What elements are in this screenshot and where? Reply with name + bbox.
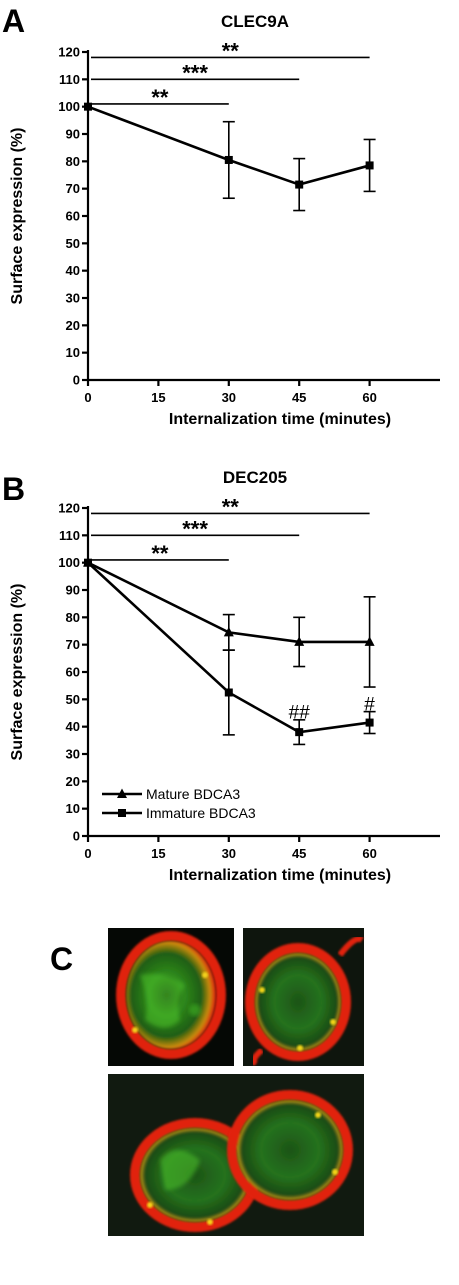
panel-letter-a: A — [2, 3, 25, 39]
y-tick-label: 30 — [66, 747, 80, 762]
y-tick-label: 60 — [66, 209, 80, 224]
x-tick-label: 30 — [222, 846, 236, 861]
x-axis-label: Internalization time (minutes) — [169, 411, 391, 428]
annotation-label: ## — [289, 702, 311, 723]
panel-letter-b: B — [2, 471, 25, 507]
series-line — [87, 105, 370, 186]
y-tick-label: 60 — [66, 665, 80, 680]
y-tick-label: 0 — [73, 373, 80, 388]
y-axis-label: Surface expression (%) — [9, 128, 26, 305]
x-tick-label: 15 — [151, 390, 165, 405]
data-point — [364, 636, 375, 646]
y-tick-label: 80 — [66, 610, 80, 625]
y-tick-label: 50 — [66, 692, 80, 707]
y-tick-label: 20 — [66, 774, 80, 789]
y-tick-label: 90 — [66, 127, 80, 142]
y-tick-label: 120 — [58, 501, 80, 516]
y-tick-label: 30 — [66, 291, 80, 306]
x-tick-label: 45 — [292, 846, 306, 861]
y-tick-label: 120 — [58, 45, 80, 60]
y-tick-label: 10 — [66, 345, 80, 360]
x-tick-label: 60 — [362, 846, 376, 861]
y-tick-label: 80 — [66, 154, 80, 169]
annotation-label: # — [364, 694, 375, 715]
data-point — [365, 161, 374, 170]
data-point — [224, 688, 233, 697]
y-tick-label: 100 — [58, 99, 80, 114]
data-point — [294, 636, 305, 646]
y-tick-label: 10 — [66, 801, 80, 816]
micrograph-top-left — [108, 928, 234, 1066]
y-tick-label: 70 — [66, 181, 80, 196]
significance-label: *** — [182, 516, 208, 541]
data-point — [84, 558, 92, 567]
micrograph-top-right — [243, 928, 364, 1067]
significance-label: ** — [222, 494, 240, 519]
significance-label: ** — [151, 85, 169, 110]
y-tick-label: 70 — [66, 637, 80, 652]
data-point — [224, 155, 233, 164]
y-axis-label: Surface expression (%) — [9, 584, 26, 761]
series-line — [87, 561, 370, 734]
x-axis-label: Internalization time (minutes) — [169, 867, 391, 884]
legend-label: Immature BDCA3 — [146, 805, 256, 821]
panel-letter-c: C — [50, 941, 73, 977]
data-point — [365, 718, 374, 727]
y-tick-label: 40 — [66, 719, 80, 734]
chart-title: DEC205 — [223, 468, 287, 487]
significance-label: *** — [182, 60, 208, 85]
x-tick-label: 60 — [362, 390, 376, 405]
legend-marker — [118, 809, 126, 817]
y-tick-label: 50 — [66, 236, 80, 251]
data-point — [84, 102, 92, 111]
significance-label: ** — [222, 38, 240, 63]
legend-marker — [117, 788, 127, 798]
x-tick-label: 0 — [84, 846, 91, 861]
y-tick-label: 0 — [73, 829, 80, 844]
data-point — [295, 728, 304, 737]
series-line — [87, 561, 370, 644]
x-tick-label: 45 — [292, 390, 306, 405]
y-tick-label: 20 — [66, 318, 80, 333]
chart-dec205: DEC205 0 10 20 30 40 50 60 70 80 90 100 110 120 0 15 30 4… — [9, 468, 440, 884]
x-tick-label: 0 — [84, 390, 91, 405]
y-tick-label: 110 — [59, 72, 80, 87]
y-tick-label: 40 — [66, 263, 80, 278]
significance-label: ** — [151, 541, 169, 566]
legend-label: Mature BDCA3 — [146, 786, 240, 802]
x-tick-label: 15 — [151, 846, 165, 861]
y-tick-label: 100 — [58, 555, 80, 570]
data-point — [223, 626, 234, 637]
data-point — [295, 180, 304, 189]
chart-title: CLEC9A — [221, 12, 289, 31]
x-tick-label: 30 — [222, 390, 236, 405]
y-tick-label: 110 — [59, 528, 80, 543]
chart-clec9a: CLEC9A 0 10 20 30 40 50 60 70 80 90 100 110 120 0 15 30 4… — [9, 12, 440, 428]
micrograph-bottom — [108, 1074, 364, 1236]
y-tick-label: 90 — [66, 583, 80, 598]
